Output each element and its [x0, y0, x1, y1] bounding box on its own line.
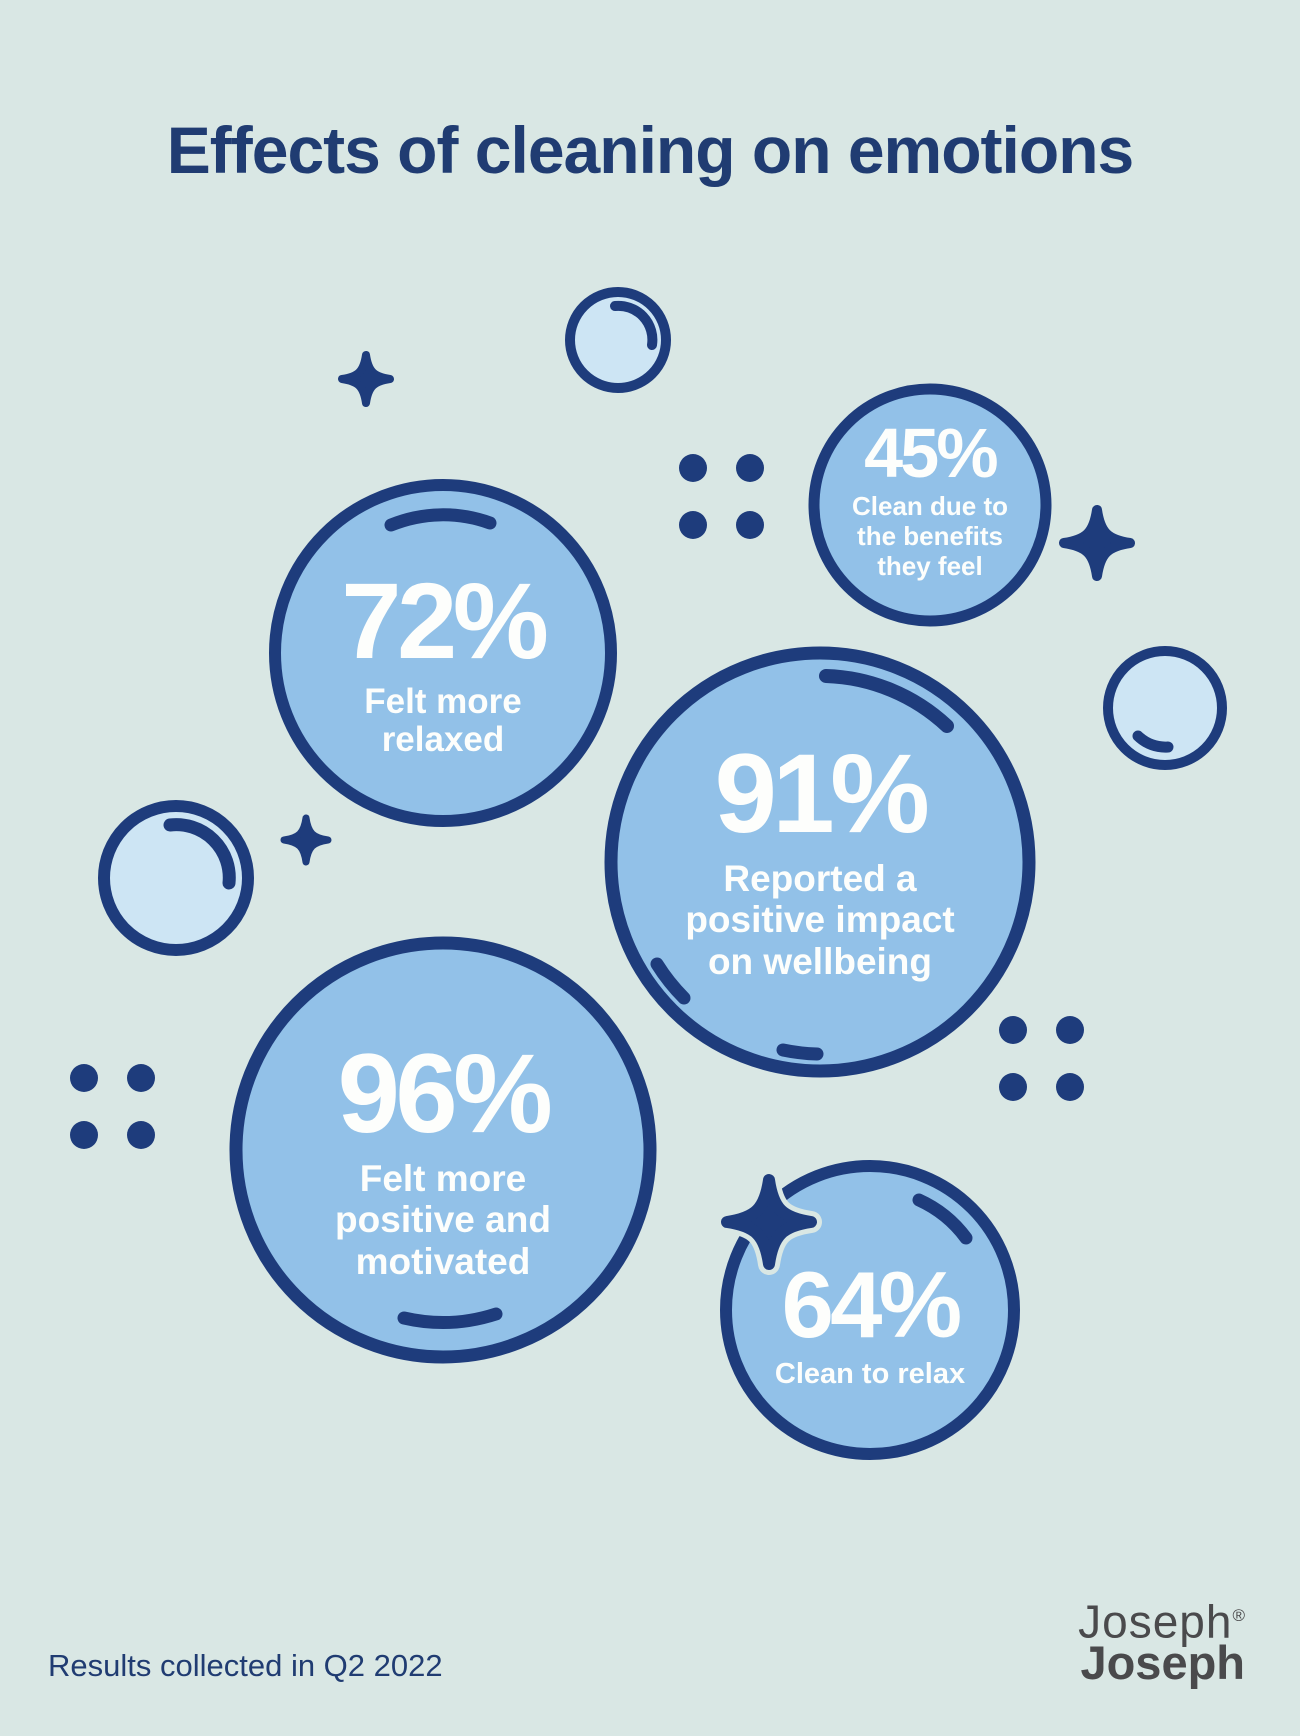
small-bubble-left: [98, 800, 254, 956]
stat-value: 45%: [864, 413, 998, 492]
stat-felt-more-relaxed: 72% Felt more relaxed: [269, 479, 617, 827]
dot-icon: [679, 511, 707, 539]
sparkle-on-bubble: [716, 1169, 822, 1275]
stat-text-group: 64% Clean to relax: [774, 1251, 966, 1392]
dot-icon: [999, 1016, 1027, 1044]
stat-bubble-91: [604, 646, 1036, 1078]
sparkle-icon: [1059, 505, 1135, 581]
bubble-shine-icon: [819, 669, 954, 733]
page-title: Effects of cleaning on emotions: [166, 113, 1134, 187]
bubble-shine-icon: [912, 1193, 973, 1245]
bubble-icon: [269, 479, 617, 827]
dot-icon: [736, 511, 764, 539]
stat-text-group: 72% Felt more relaxed: [341, 560, 549, 760]
logo-line-1: Joseph®: [1078, 1594, 1245, 1644]
dots-grid-left: [70, 1064, 155, 1149]
stat-caption: Reported a positive impact on wellbeing: [685, 857, 955, 983]
stat-value: 64%: [781, 1251, 963, 1357]
bubble-shine-icon: [1132, 730, 1174, 753]
dots-grid-top: [679, 454, 764, 539]
dots-grid-right: [999, 1016, 1084, 1101]
sparkle-icon: [338, 351, 394, 407]
stat-bubble-96: [229, 936, 657, 1364]
stat-text-group: 45% Clean due to the benefits they feel: [851, 413, 1008, 582]
bubble-icon: [808, 383, 1052, 627]
stat-text-group: 91% Reported a positive impact on wellbe…: [685, 731, 955, 983]
bubble-shine-dash-icon: [776, 1043, 824, 1061]
logo-text-top: Joseph: [1078, 1595, 1233, 1648]
stat-caption: Felt more positive and motivated: [335, 1157, 551, 1283]
bubble-icon: [604, 646, 1036, 1078]
stat-bubble-64: [720, 1160, 1020, 1460]
dot-icon: [1056, 1016, 1084, 1044]
stat-bubble-72: [269, 479, 617, 827]
small-bubble-right: [1103, 646, 1227, 770]
bubble-shine-icon: [384, 508, 497, 532]
logo-line-2: Joseph: [1080, 1636, 1245, 1690]
bubble-shine-icon: [397, 1307, 503, 1329]
dot-icon: [736, 454, 764, 482]
stat-bubble-45: [808, 383, 1052, 627]
bubble-shine-icon: [163, 818, 236, 890]
bubble-icon: [229, 936, 657, 1364]
bubble-shine-dash-icon: [650, 957, 691, 1005]
dot-icon: [70, 1064, 98, 1092]
stat-value: 96%: [337, 1031, 553, 1157]
dot-icon: [70, 1121, 98, 1149]
registered-mark: ®: [1232, 1606, 1245, 1625]
footer-note: Results collected in Q2 2022: [48, 1648, 443, 1683]
dot-icon: [999, 1073, 1027, 1101]
dot-icon: [1056, 1073, 1084, 1101]
stat-clean-to-relax: 64% Clean to relax: [720, 1160, 1020, 1460]
brand-logo: Joseph® Joseph: [1078, 1594, 1245, 1690]
stat-caption: Clean to relax: [774, 1358, 966, 1391]
dot-icon: [127, 1121, 155, 1149]
bubble-shine-icon: [610, 300, 658, 350]
stat-value: 72%: [341, 560, 549, 682]
stat-positive-and-motivated: 96% Felt more positive and motivated: [230, 937, 656, 1363]
stat-value: 91%: [714, 731, 930, 857]
stat-caption: Felt more relaxed: [364, 681, 522, 760]
bubble-icon: [720, 1160, 1020, 1460]
sparkle-icon: [280, 814, 332, 866]
dot-icon: [127, 1064, 155, 1092]
dot-icon: [679, 454, 707, 482]
small-bubble-top: [565, 287, 671, 393]
stat-positive-impact-wellbeing: 91% Reported a positive impact on wellbe…: [605, 647, 1035, 1077]
stat-clean-due-to-benefits: 45% Clean due to the benefits they feel: [808, 383, 1052, 627]
stat-caption: Clean due to the benefits they feel: [851, 491, 1008, 582]
stat-text-group: 96% Felt more positive and motivated: [335, 1031, 553, 1283]
sparkle-icon: [721, 1174, 817, 1270]
